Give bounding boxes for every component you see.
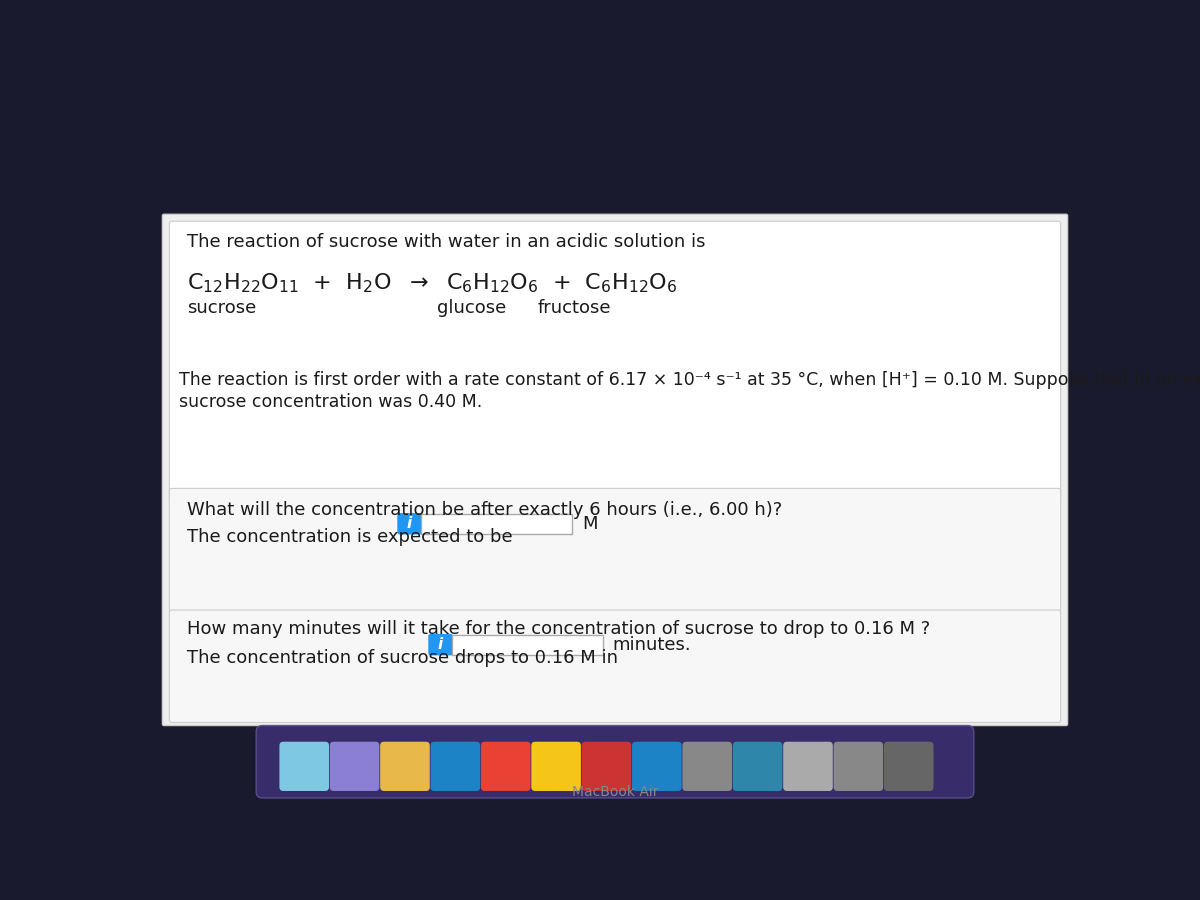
FancyBboxPatch shape [532, 742, 581, 791]
FancyBboxPatch shape [256, 725, 974, 798]
Text: The reaction is first order with a rate constant of 6.17 × 10⁻⁴ s⁻¹ at 35 °C, wh: The reaction is first order with a rate … [180, 372, 1200, 390]
Text: i: i [438, 637, 443, 652]
Text: The concentration is expected to be: The concentration is expected to be [187, 527, 512, 545]
Text: sucrose: sucrose [187, 299, 257, 317]
Text: MacBook Air: MacBook Air [571, 786, 659, 799]
FancyBboxPatch shape [430, 634, 452, 654]
FancyBboxPatch shape [632, 742, 682, 791]
FancyBboxPatch shape [431, 742, 480, 791]
FancyBboxPatch shape [398, 514, 421, 534]
Text: minutes.: minutes. [613, 635, 691, 653]
Text: The concentration of sucrose drops to 0.16 M in: The concentration of sucrose drops to 0.… [187, 649, 618, 667]
FancyBboxPatch shape [169, 221, 1061, 503]
Text: M: M [582, 515, 598, 533]
Text: glucose: glucose [437, 299, 506, 317]
FancyBboxPatch shape [280, 742, 329, 791]
FancyBboxPatch shape [582, 742, 631, 791]
FancyBboxPatch shape [481, 742, 530, 791]
Bar [421, 514, 572, 534]
Text: How many minutes will it take for the concentration of sucrose to drop to 0.16 M: How many minutes will it take for the co… [187, 620, 930, 638]
Text: $\mathregular{C_{12}H_{22}O_{11}}$  +  $\mathregular{H_2O}$  $\rightarrow$  $\ma: $\mathregular{C_{12}H_{22}O_{11}}$ + $\m… [187, 271, 677, 295]
Text: What will the concentration be after exactly 6 hours (i.e., 6.00 h)?: What will the concentration be after exa… [187, 500, 782, 518]
FancyBboxPatch shape [733, 742, 782, 791]
FancyBboxPatch shape [683, 742, 732, 791]
Text: fructose: fructose [538, 299, 611, 317]
FancyBboxPatch shape [380, 742, 430, 791]
FancyBboxPatch shape [884, 742, 934, 791]
Text: sucrose concentration was 0.40 M.: sucrose concentration was 0.40 M. [180, 393, 482, 411]
FancyBboxPatch shape [169, 610, 1061, 723]
Text: The reaction of sucrose with water in an acidic solution is: The reaction of sucrose with water in an… [187, 233, 706, 251]
FancyBboxPatch shape [169, 489, 1061, 612]
FancyBboxPatch shape [162, 214, 1068, 725]
Text: i: i [407, 517, 413, 531]
FancyBboxPatch shape [834, 742, 883, 791]
FancyBboxPatch shape [784, 742, 833, 791]
Bar [452, 634, 604, 654]
FancyBboxPatch shape [330, 742, 379, 791]
